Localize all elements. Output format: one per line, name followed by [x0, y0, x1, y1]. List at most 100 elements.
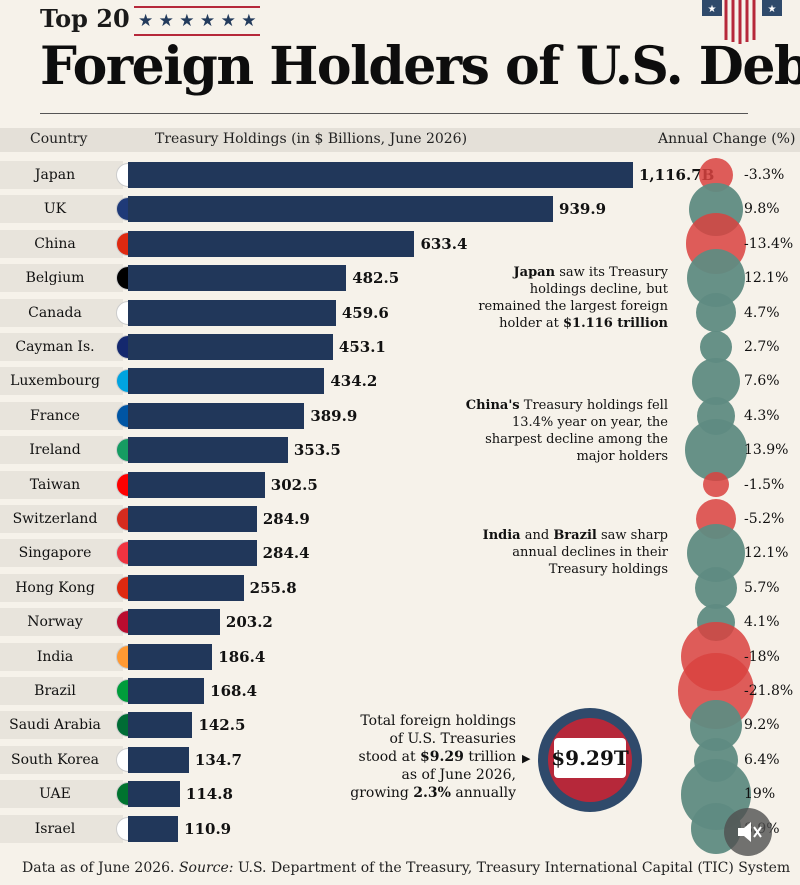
- holding-bar: [128, 196, 554, 223]
- flag-icon: ★ ★: [702, 0, 782, 44]
- country-label: Hong Kong: [15, 579, 95, 596]
- value-label: 482.5: [352, 269, 400, 288]
- total-l5a: growing: [350, 785, 414, 801]
- annotation-china: China's Treasury holdings fell 13.4% yea…: [460, 397, 668, 465]
- annotation-china-l3: sharpest decline among the: [485, 432, 668, 447]
- country-label: Brazil: [34, 683, 76, 699]
- change-label: -21.8%: [744, 683, 794, 699]
- value-label: 633.4: [420, 234, 468, 253]
- country-label: Belgium: [25, 270, 85, 287]
- country-label: South Korea: [11, 751, 99, 768]
- annotation-china-bold: China's: [465, 398, 520, 413]
- total-l3c: trillion: [463, 749, 516, 765]
- holding-bar: [128, 678, 205, 704]
- header-country: Country: [30, 131, 88, 147]
- annotation-japan-l1: saw its Treasury: [555, 265, 668, 280]
- change-label: -1.5%: [744, 476, 785, 493]
- change-bubble: [696, 292, 736, 333]
- total-l3b: $9.29: [420, 749, 464, 765]
- value-label: 1,116.7B: [639, 166, 715, 184]
- row-background: [0, 161, 123, 189]
- total-l5c: annually: [450, 785, 516, 801]
- change-label: 9.2%: [744, 717, 780, 734]
- annotation-japan: Japan saw its Treasury holdings decline,…: [470, 264, 668, 332]
- holding-bar: [128, 230, 415, 257]
- value-label: 203.2: [225, 613, 273, 632]
- change-label: 6.4%: [744, 751, 780, 768]
- value-label: 353.5: [293, 441, 341, 460]
- value-label: 255.8: [249, 578, 297, 597]
- row-background: [0, 573, 123, 602]
- holding-bar: [128, 299, 336, 326]
- total-l5b: 2.3%: [413, 785, 451, 801]
- country-label: Japan: [34, 167, 76, 183]
- change-label: 4.7%: [744, 304, 780, 321]
- holding-bar: [128, 643, 213, 670]
- row-background: [0, 470, 123, 499]
- value-label: 142.5: [198, 716, 246, 735]
- stars-decoration: ★ ★ ★ ★ ★ ★: [134, 6, 261, 36]
- change-label: -13.4%: [744, 235, 794, 252]
- change-label: 4.1%: [744, 614, 780, 631]
- total-badge-ring: $9.29T: [548, 718, 632, 802]
- row-background: [0, 264, 123, 293]
- change-label: 4.3%: [744, 407, 780, 424]
- total-badge: $9.29T: [538, 708, 642, 812]
- annotation-india-l2: annual declines in their: [512, 545, 668, 560]
- holding-bar: [128, 781, 180, 808]
- annotation-japan-bold2: $1.116 trillion: [562, 316, 668, 331]
- country-label: France: [30, 407, 80, 424]
- change-bubble: [703, 471, 729, 498]
- country-label: Singapore: [18, 545, 92, 562]
- header-change: Annual Change (%): [658, 131, 796, 147]
- change-label: 19%: [744, 786, 776, 803]
- row-background: [0, 401, 123, 430]
- change-bubble: [694, 566, 738, 609]
- country-label: Luxembourg: [10, 373, 100, 390]
- top-label: Top 20: [40, 4, 130, 33]
- row-background: [0, 814, 123, 843]
- mute-icon: [738, 822, 762, 842]
- value-label: 434.2: [330, 372, 378, 391]
- annotation-india-bold: India: [482, 528, 521, 543]
- svg-text:★: ★: [708, 4, 717, 15]
- header-holdings: Treasury Holdings (in $ Billions, June 2…: [155, 131, 468, 147]
- annotation-brazil-bold: Brazil: [553, 528, 597, 543]
- row-background: [0, 195, 123, 224]
- country-label: Switzerland: [12, 511, 98, 527]
- change-label: 5.7%: [744, 579, 780, 596]
- column-header: Country Treasury Holdings (in $ Billions…: [0, 128, 800, 152]
- value-label: 110.9: [184, 819, 232, 838]
- row-background: [0, 367, 123, 396]
- country-label: Ireland: [29, 442, 81, 459]
- change-bubble: [700, 331, 732, 363]
- country-label: Saudi Arabia: [9, 717, 101, 734]
- value-label: 168.4: [210, 682, 258, 700]
- change-label: -3.3%: [744, 167, 785, 183]
- total-l1: Total foreign holdings: [360, 713, 516, 729]
- value-label: 114.8: [185, 785, 233, 804]
- holding-bar: [128, 334, 333, 360]
- change-label: 7.6%: [744, 373, 780, 390]
- arrow-icon: ▶: [522, 752, 531, 765]
- value-label: 302.5: [270, 475, 318, 494]
- annotation-china-l2: 13.4% year on year, the: [511, 415, 668, 430]
- country-label: UK: [43, 201, 67, 218]
- annotation-japan-l4: holder at: [499, 316, 563, 331]
- annotation-japan-l2: holdings decline, but: [529, 282, 668, 297]
- change-label: 9.8%: [744, 201, 780, 218]
- footer-prefix: Data as of June 2026.: [22, 860, 179, 876]
- annotation-japan-l3: remained the largest foreign: [478, 299, 668, 314]
- page-title: Foreign Holders of U.S. Debt: [40, 36, 800, 97]
- annotation-india-mid: and: [520, 528, 554, 543]
- annotation-china-l1: Treasury holdings fell: [519, 398, 668, 413]
- holding-bar: [128, 574, 244, 601]
- holding-bar: [128, 437, 288, 464]
- change-label: 12.1%: [744, 545, 789, 562]
- value-label: 939.9: [559, 200, 607, 219]
- mute-button[interactable]: [724, 808, 772, 856]
- country-label: UAE: [39, 786, 71, 803]
- annotation-japan-bold: Japan: [513, 265, 556, 280]
- country-label: Israel: [34, 820, 76, 837]
- row-background: [0, 333, 123, 361]
